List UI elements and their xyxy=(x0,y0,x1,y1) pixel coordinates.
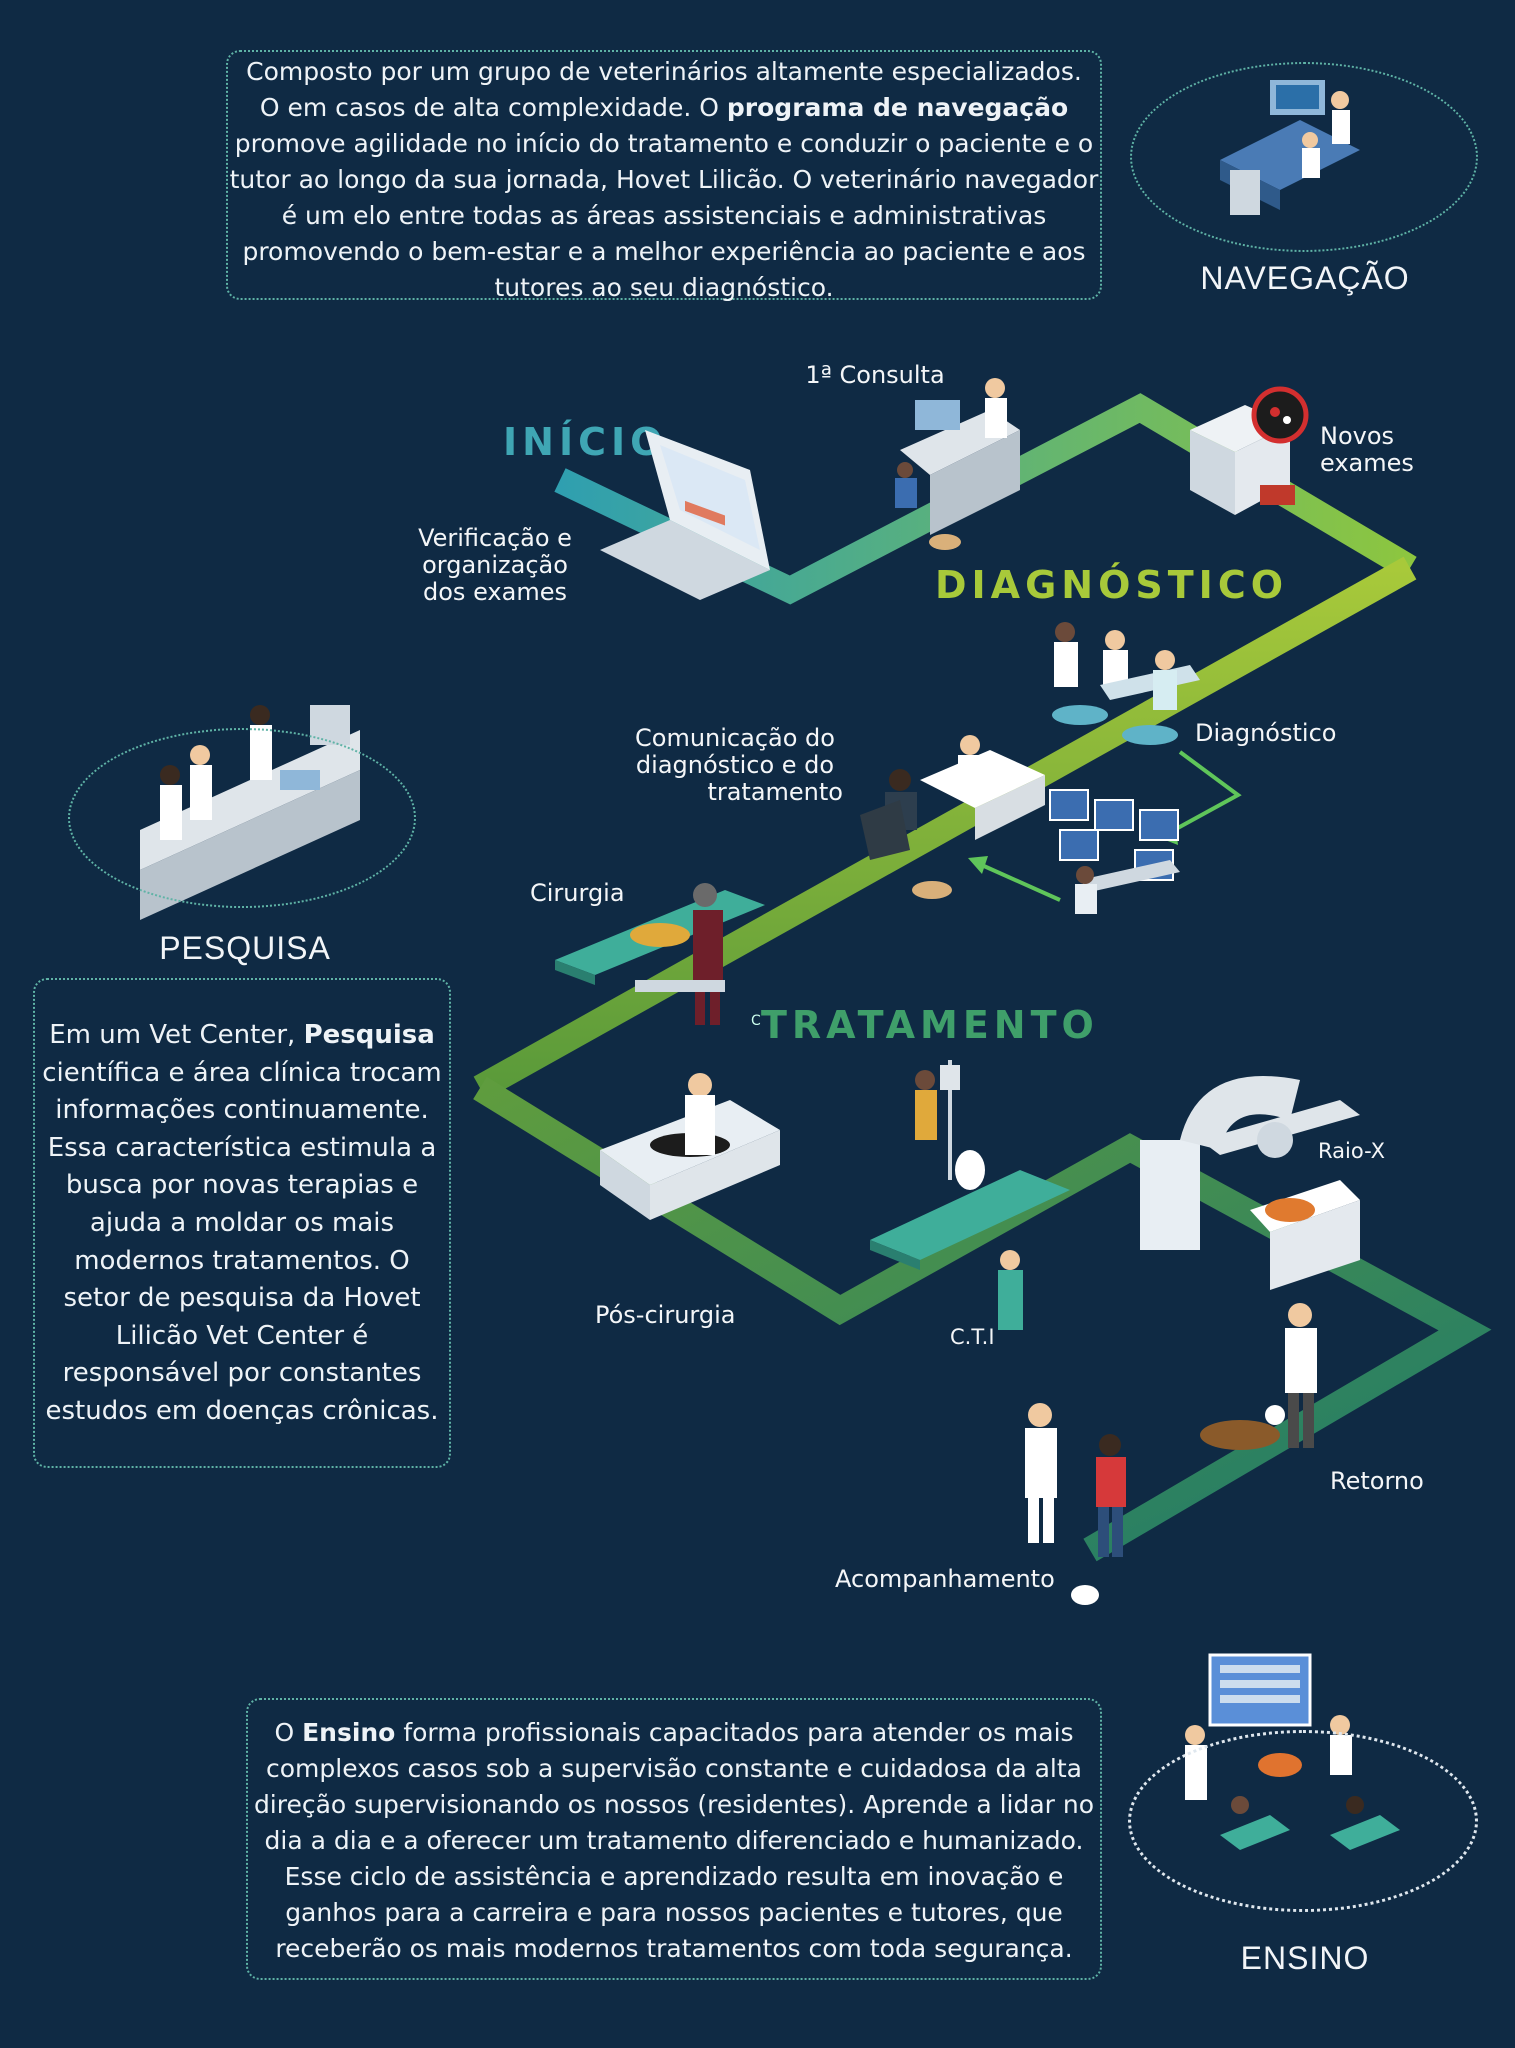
icu-icon xyxy=(870,1060,1070,1330)
lab-machine-icon xyxy=(1190,386,1309,515)
arrow-diagnostico-video xyxy=(1164,750,1242,837)
label-cirurgia: Cirurgia xyxy=(530,879,625,907)
label-verificacao-2: organização xyxy=(422,551,568,579)
pesquisa-text-line4: Essa característica estimula a xyxy=(47,1132,437,1163)
label-novos-exames: Novos exames xyxy=(1320,423,1430,477)
label-acompanhamento: Acompanhamento xyxy=(835,1565,1055,1593)
navegacao-bold: programa de navegação xyxy=(726,93,1069,122)
ensino-text-line1-post: forma profissionais capacitados para ate… xyxy=(395,1718,1074,1747)
label-comunicacao-2: diagnóstico e do xyxy=(635,751,835,779)
follow-up-icon xyxy=(1025,1403,1126,1605)
navegacao-text-line2: O em casos de alta complexidade. O xyxy=(259,93,727,122)
label-comunicacao-1: Comunicação do xyxy=(635,724,835,752)
navegacao-text-line7: tutores ao seu diagnóstico. xyxy=(494,273,834,302)
surgery-table-icon xyxy=(555,883,765,1025)
pesquisa-text-line2: científica e área clínica trocam xyxy=(42,1057,442,1088)
label-cti: C.T.I xyxy=(950,1325,995,1349)
stage-inicio: INÍCIO xyxy=(503,420,668,464)
navegacao-text-line1: Composto por um grupo de veterinários al… xyxy=(246,57,1082,86)
pesquisa-text-line11: estudos em doenças crônicas. xyxy=(45,1395,439,1426)
navegacao-ellipse xyxy=(1130,62,1478,252)
laptop-icon xyxy=(600,430,770,600)
label-pos-cirurgia: Pós-cirurgia xyxy=(595,1301,736,1329)
label-consulta: 1ª Consulta xyxy=(805,361,945,389)
pesquisa-ellipse xyxy=(68,728,416,908)
stage-tratamento: TRATAMENTO xyxy=(761,1003,1099,1047)
ensino-text-line4: dia a dia e a oferecer um tratamento dif… xyxy=(264,1826,1084,1855)
pesquisa-text-line6: ajuda a moldar os mais xyxy=(89,1207,395,1238)
ensino-text-line3: direção supervisionando os nossos (resid… xyxy=(253,1790,1095,1819)
pesquisa-text-line10: responsável por constantes xyxy=(62,1358,422,1389)
ensino-text-line5: Esse ciclo de assistência e aprendizado … xyxy=(284,1862,1064,1891)
label-raiox: Raio-X xyxy=(1318,1139,1385,1163)
label-novos-1: Novos xyxy=(1320,422,1395,450)
post-surgery-bed-icon xyxy=(600,1073,780,1220)
path-diagnostico xyxy=(473,556,1417,1100)
pesquisa-text-line9: Lilicão Vet Center é xyxy=(115,1320,369,1351)
return-visit-icon xyxy=(1200,1303,1317,1450)
label-verificacao-3: dos exames xyxy=(423,578,567,606)
label-diagnostico: Diagnóstico xyxy=(1195,719,1337,747)
label-verificacao: Verificação e organização dos exames xyxy=(405,525,585,606)
arrow-video-comunicacao xyxy=(974,860,1061,902)
navegacao-title: NAVEGAÇÃO xyxy=(1200,260,1410,296)
xray-machine-icon xyxy=(1140,1076,1360,1290)
navegacao-text-line6: promovendo o bem-estar e a melhor experi… xyxy=(242,237,1086,266)
stage-diagnostico: DIAGNÓSTICO xyxy=(935,563,1289,607)
ensino-text-line2: complexos casos sob a supervisão constan… xyxy=(266,1754,1082,1783)
communication-desk-icon xyxy=(860,735,1045,899)
pesquisa-text-line8: setor de pesquisa da Hovet xyxy=(63,1283,421,1314)
pesquisa-text-line7: modernos tratamentos. O xyxy=(74,1245,410,1276)
video-call-icon xyxy=(1049,789,1180,914)
pesquisa-text-line3: informações continuamente. xyxy=(55,1095,429,1126)
pesquisa-bold: Pesquisa xyxy=(303,1020,435,1050)
pesquisa-text-line5: busca por novas terapias e xyxy=(65,1170,419,1201)
navegacao-text-line4: tutor ao longo da sua jornada, Hovet Lil… xyxy=(229,165,1099,194)
stage-tratamento-prefix: C xyxy=(751,1013,761,1029)
label-novos-2: exames xyxy=(1320,449,1414,477)
label-verificacao-1: Verificação e xyxy=(418,524,572,552)
ensino-text-line6: ganhos para a carreira e para nossos pac… xyxy=(285,1898,1063,1927)
pesquisa-box: Em um Vet Center, Pesquisa científica e … xyxy=(33,978,451,1468)
ensino-bold: Ensino xyxy=(302,1718,396,1747)
pesquisa-title: PESQUISA xyxy=(159,930,331,966)
pesquisa-text-line1: Em um Vet Center, xyxy=(49,1020,304,1050)
ensino-ellipse xyxy=(1128,1730,1478,1912)
consult-desk-icon xyxy=(895,378,1020,550)
navegacao-box: Composto por um grupo de veterinários al… xyxy=(226,50,1102,302)
ensino-title: ENSINO xyxy=(1240,1940,1370,1976)
ensino-text-line7: receberão os mais modernos tratamentos c… xyxy=(275,1934,1073,1963)
label-comunicacao-3: tratamento xyxy=(707,778,843,806)
label-retorno: Retorno xyxy=(1330,1467,1424,1495)
navegacao-text-line5: é um elo entre todas as áreas assistenci… xyxy=(281,201,1047,230)
diagnosis-team-icon xyxy=(1052,622,1200,745)
navegacao-text-line3: promove agilidade no início do tratament… xyxy=(234,129,1094,158)
ensino-box: O Ensino forma profissionais capacitados… xyxy=(246,1698,1102,1980)
path-tratamento xyxy=(473,1076,1492,1562)
label-comunicacao: Comunicação do diagnóstico e do tratamen… xyxy=(625,725,845,806)
ensino-text-line1-pre: O xyxy=(274,1718,303,1747)
